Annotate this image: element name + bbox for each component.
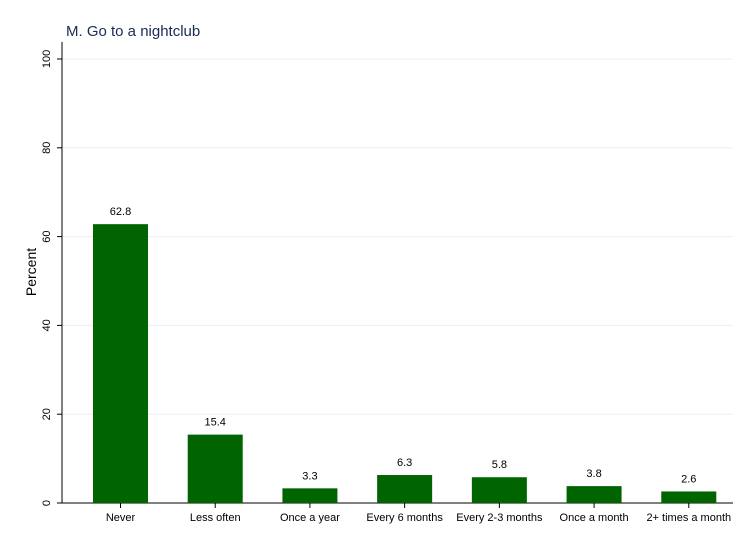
x-tick-label: Once a month (560, 512, 629, 524)
x-tick-label: Every 2-3 months (456, 512, 543, 524)
y-tick-label: 100 (41, 50, 53, 68)
x-tick-label: Once a year (280, 512, 340, 524)
data-label: 3.3 (302, 470, 317, 482)
bar (187, 434, 243, 503)
data-label: 6.3 (397, 457, 412, 469)
bar (471, 477, 527, 503)
y-axis-label: Percent (23, 248, 39, 296)
chart-title: M. Go to a nightclub (66, 23, 200, 40)
bar (93, 224, 148, 503)
x-axis-ticks: Never Less often Once a year Every 6 months… (106, 503, 731, 524)
y-tick-label: 20 (41, 408, 53, 420)
data-label: 62.8 (110, 206, 131, 218)
data-label: 3.8 (586, 468, 601, 480)
x-tick-label: Less often (190, 512, 241, 524)
data-label: 2.6 (681, 473, 696, 485)
y-tick-label: 60 (41, 230, 53, 242)
bars (93, 224, 717, 503)
bar (377, 475, 433, 503)
bar (566, 486, 622, 503)
y-axis-ticks: 0 20 40 60 80 100 (41, 50, 62, 506)
x-tick-label: Never (106, 512, 136, 524)
gridlines (62, 58, 733, 415)
bar (661, 491, 717, 503)
bar (282, 488, 338, 503)
data-labels: 62.8 15.4 3.3 6.3 5.8 3.8 2.6 (110, 206, 697, 485)
y-tick-label: 80 (41, 142, 53, 154)
data-label: 5.8 (492, 459, 507, 471)
y-tick-label: 40 (41, 319, 53, 331)
y-tick-label: 0 (41, 500, 53, 506)
x-tick-label: 2+ times a month (646, 512, 731, 524)
data-label: 15.4 (205, 417, 226, 429)
x-tick-label: Every 6 months (366, 512, 443, 524)
